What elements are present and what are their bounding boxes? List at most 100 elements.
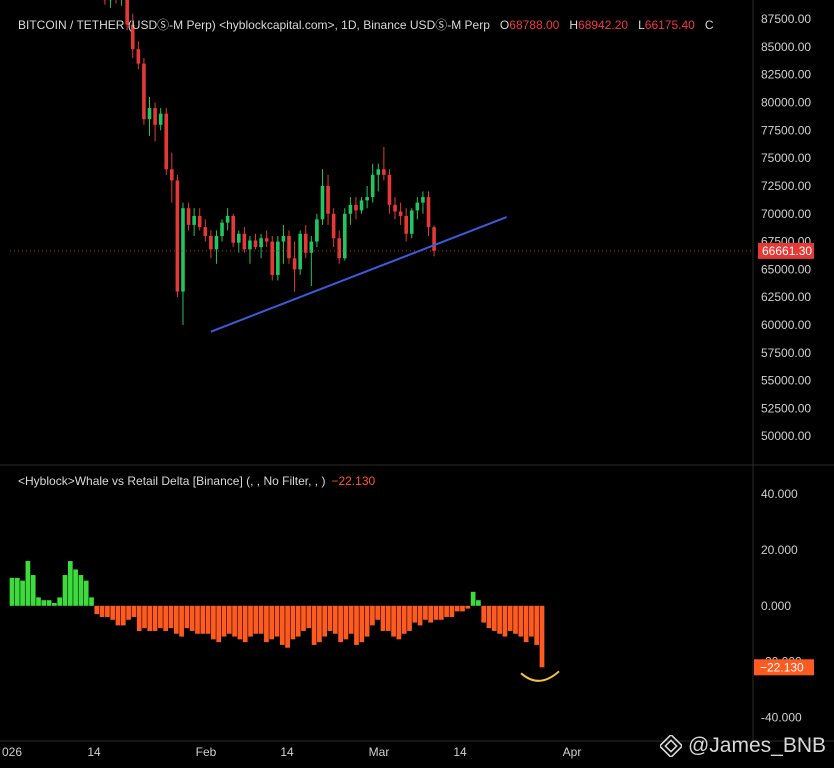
price-tick-label: 60000.00 <box>761 318 811 332</box>
price-tick-label: 70000.00 <box>761 207 811 221</box>
delta-bar <box>14 577 20 606</box>
close-label: C <box>704 18 714 32</box>
delta-bar <box>290 605 296 640</box>
price-tick-label: 80000.00 <box>761 96 811 110</box>
candle-body <box>331 213 336 239</box>
delta-bar <box>438 605 444 620</box>
indicator-title: <Hyblock>Whale vs Retail Delta [Binance]… <box>18 474 326 488</box>
high-label: H <box>569 18 579 32</box>
price-tick-label: 52500.00 <box>761 401 811 415</box>
candle-body <box>292 258 297 270</box>
candle-body <box>365 197 369 201</box>
symbol-title: BITCOIN / TETHER (USDⓈ-M Perp) <hyblockc… <box>18 18 490 32</box>
delta-bar <box>523 605 529 643</box>
candle-body <box>153 108 157 125</box>
delta-bar <box>370 605 375 626</box>
candle-body <box>259 238 263 248</box>
delta-bar <box>317 605 322 643</box>
delta-bar <box>285 605 290 648</box>
candle-body <box>432 227 436 251</box>
delta-bar <box>205 605 211 634</box>
delta-bar <box>465 605 471 609</box>
delta-bar <box>391 605 396 637</box>
candle-body <box>298 233 302 270</box>
delta-bar <box>444 605 449 617</box>
price-tick-label: 85000.00 <box>761 40 811 54</box>
watermark: @James_BNB <box>659 734 826 758</box>
time-tick-label: Apr <box>563 745 582 759</box>
delta-bar <box>518 605 524 637</box>
candle-body <box>303 233 308 253</box>
candle-body <box>348 204 353 214</box>
delta-bar <box>67 561 73 606</box>
delta-bar <box>237 605 243 640</box>
price-tick-label: 87500.00 <box>761 12 811 26</box>
candle-body <box>359 200 364 211</box>
candle-body <box>214 236 219 250</box>
delta-bar <box>470 591 476 606</box>
candle-body <box>270 241 275 275</box>
candle-body <box>253 240 258 248</box>
delta-bar <box>126 605 131 620</box>
candle-body <box>142 63 146 120</box>
price-tick-label: 57500.00 <box>761 346 811 360</box>
delta-bar <box>52 603 57 606</box>
delta-bar <box>460 605 465 612</box>
delta-bar <box>396 605 402 640</box>
price-tick-label: 72500.00 <box>761 179 811 193</box>
candle-body <box>309 241 314 253</box>
candle-body <box>264 238 269 242</box>
current-price-badge <box>758 242 814 259</box>
candle-body <box>382 169 386 175</box>
candle-body <box>337 238 342 259</box>
delta-bar <box>529 605 534 637</box>
delta-value-label: −22.130 <box>760 660 804 674</box>
candle-body <box>192 215 196 225</box>
delta-bar <box>295 605 301 637</box>
delta-bar <box>216 605 222 643</box>
delta-bar <box>99 605 105 617</box>
delta-bar <box>449 605 455 617</box>
candle-body <box>287 236 291 259</box>
candle-body <box>376 169 381 175</box>
highlight-annotation <box>520 670 560 682</box>
delta-bar <box>454 605 460 612</box>
delta-bar <box>83 580 89 606</box>
delta-bar <box>301 605 306 631</box>
delta-bar <box>491 605 497 631</box>
delta-bar <box>195 605 200 634</box>
delta-bar <box>502 605 508 637</box>
delta-bar <box>41 600 47 606</box>
time-tick-label: 026 <box>2 745 22 759</box>
delta-bar <box>248 605 253 637</box>
delta-bar <box>189 605 195 631</box>
candle-body <box>220 222 224 236</box>
candle-body <box>398 211 403 216</box>
delta-tick-label: 0.000 <box>761 599 791 613</box>
candle-body <box>404 215 408 234</box>
delta-bar <box>163 605 169 631</box>
price-tick-label: 55000.00 <box>761 374 811 388</box>
candle-body <box>170 169 174 181</box>
candle-body <box>231 215 235 243</box>
delta-tick-label: 20.000 <box>761 543 798 557</box>
candle-body <box>181 208 185 292</box>
delta-bar <box>30 575 36 606</box>
delta-bar <box>184 605 190 629</box>
time-tick-label: Feb <box>196 745 217 759</box>
delta-bar <box>232 605 237 637</box>
delta-bar <box>343 605 349 640</box>
watermark-text: @James_BNB <box>687 734 826 757</box>
time-tick-label: 14 <box>453 745 467 759</box>
candle-body <box>248 240 252 250</box>
open-label: O <box>499 18 510 32</box>
delta-tick-label: 40.000 <box>761 487 798 501</box>
candle-body <box>370 174 375 198</box>
candle-body <box>281 236 286 242</box>
binance-diamond-icon <box>659 735 682 757</box>
high-value: 68942.20 <box>578 18 629 32</box>
delta-bar <box>539 605 545 668</box>
delta-bar <box>354 605 359 645</box>
